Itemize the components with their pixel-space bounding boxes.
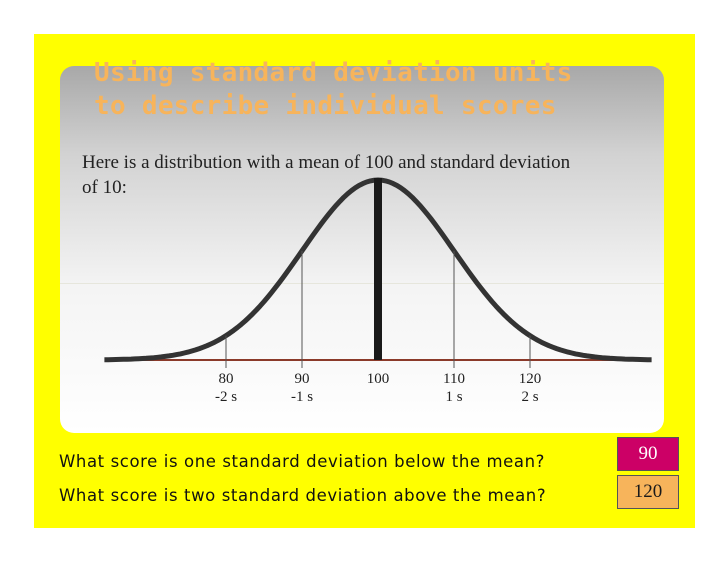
tick-label-90: 90 (295, 371, 310, 387)
question-two: What score is two standard deviation abo… (59, 486, 547, 505)
answer-box-two: 120 (617, 475, 679, 509)
sd-label-80: -2 s (215, 389, 237, 405)
slide-panel (60, 66, 664, 433)
title-line-2: to describe individual scores (94, 91, 557, 121)
tick-label-120: 120 (519, 371, 542, 387)
tick-label-110: 110 (443, 371, 465, 387)
sd-label-110: 1 s (445, 389, 462, 405)
question-one: What score is one standard deviation bel… (59, 452, 546, 471)
intro-line-2: of 10: (82, 177, 127, 198)
answer-box-one: 90 (617, 437, 679, 471)
title-line-1: Using standard deviation units (94, 58, 573, 88)
panel-divider (60, 283, 664, 284)
intro-text: Here is a distribution with a mean of 10… (82, 150, 672, 200)
slide-title: Using standard deviation units to descri… (94, 57, 654, 123)
tick-label-100: 100 (367, 371, 390, 387)
intro-line-1: Here is a distribution with a mean of 10… (82, 152, 571, 173)
sd-label-120: 2 s (521, 389, 538, 405)
sd-label-90: -1 s (291, 389, 313, 405)
tick-label-80: 80 (219, 371, 234, 387)
